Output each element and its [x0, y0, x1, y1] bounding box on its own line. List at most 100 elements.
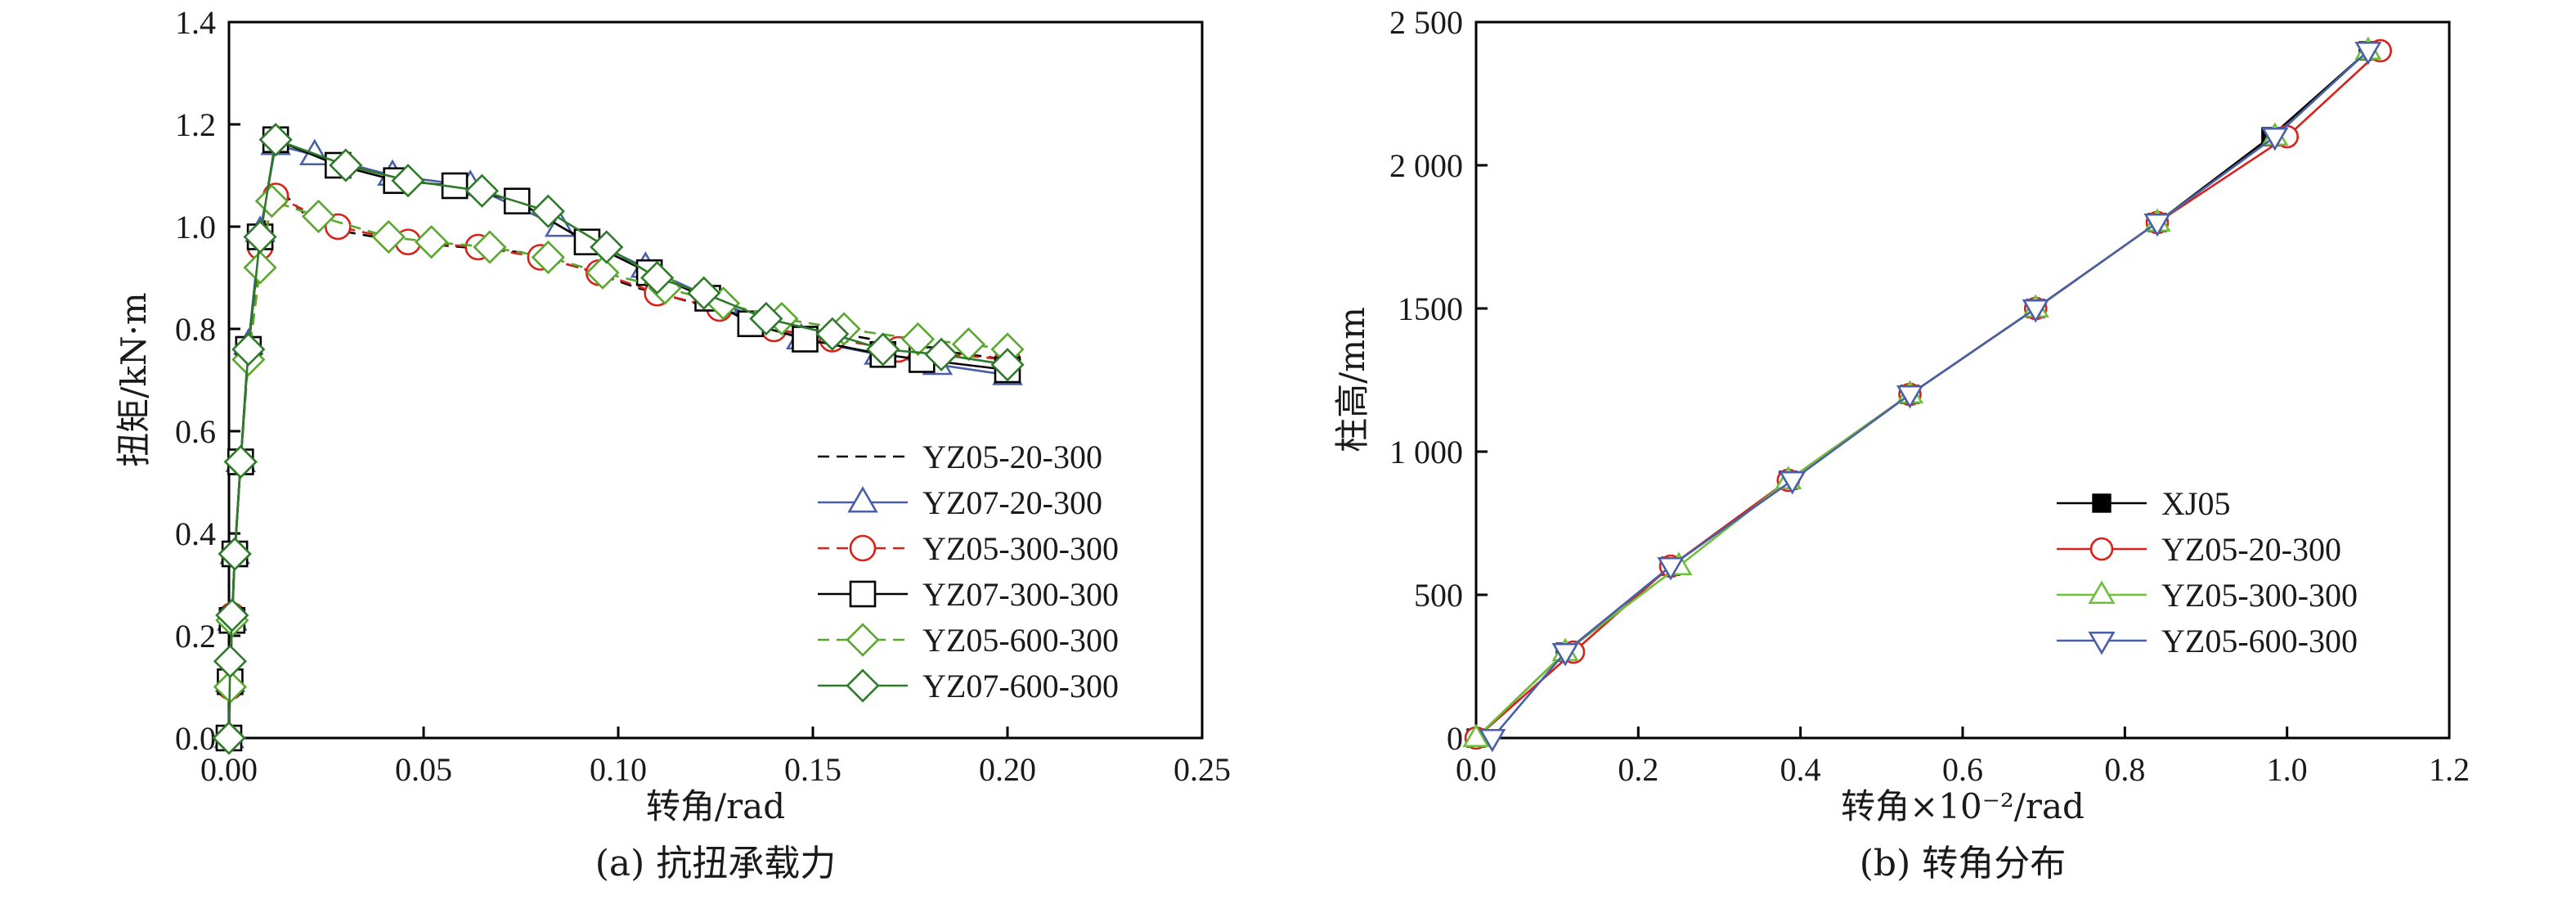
panel-a-data-point: [590, 230, 624, 264]
panel-a-legend-marker: [847, 486, 878, 513]
panel-a-caption: (a) 抗扭承载力: [595, 843, 837, 884]
panel-a-data-point: [301, 199, 336, 234]
panel-b-legend-label: YZ05-600-300: [2161, 623, 2358, 659]
panel-b-x-tick-label: 0.2: [1618, 751, 1658, 788]
panel-b-y-tick-label: 0: [1447, 720, 1463, 757]
panel-a-legend-marker: [849, 580, 877, 608]
panel-a-series-YZ07-600-300: [212, 123, 1025, 755]
panel-a-y-tick-label: 0.2: [175, 618, 216, 655]
panel-a-plot-frame: [227, 20, 1204, 740]
panel-b-y-tick-label: 2 000: [1389, 147, 1463, 184]
panel-b: 0.0 0.2 0.4 0.6 0.8 1.0 1.2 0 500 1 000 1500 2 000 2…: [1332, 4, 2470, 884]
panel-a-legend-marker: [849, 534, 877, 562]
panel-b-data-point: [1479, 728, 1506, 753]
panel-a-data-point: [473, 230, 507, 264]
panel-a-data-point: [640, 260, 675, 295]
panel-a-data-point: [391, 164, 425, 198]
panel-a-legend-marker: [846, 623, 880, 657]
panel-a-data-point: [371, 219, 406, 254]
panel-b-y-tick-label: 1500: [1398, 290, 1463, 327]
panel-a-x-tick-label: 0.00: [200, 751, 258, 788]
panel-b-data-point: [2354, 41, 2382, 65]
panel-a-data-point: [231, 332, 266, 367]
panel-a-y-tick-label: 1.4: [175, 4, 216, 41]
panel-b-data-point: [1551, 642, 1579, 667]
panel-a-data-point: [258, 123, 293, 157]
panel-b-legend-label: YZ05-300-300: [2161, 577, 2358, 614]
panel-a-series-line: [227, 183, 1008, 739]
panel-a-data-point: [990, 348, 1025, 382]
panel-a-y-tick-label: 0.4: [175, 515, 216, 552]
panel-b-x-tick-label: 0.0: [1456, 751, 1497, 788]
panel-a-series-YZ05-20-300: [227, 183, 1008, 739]
panel-a-data-point: [586, 255, 620, 290]
panel-a-legend-entry: YZ05-600-300: [818, 622, 1119, 659]
panel-a-series-YZ05-600-300: [212, 184, 1025, 755]
panel-a-data-point: [531, 194, 565, 228]
panel-b-x-tick-label: 0.6: [1942, 751, 1983, 788]
panel-a-x-tick-label: 0.20: [979, 751, 1036, 788]
panel-b-legend-marker: [2088, 580, 2116, 605]
panel-a-data-point: [243, 250, 277, 285]
panel-b-y-tick-label: 500: [1414, 577, 1463, 614]
panel-b-legend-entry: YZ05-300-300: [2057, 577, 2358, 614]
panel-b-caption: (b) 转角分布: [1860, 843, 2066, 884]
panel-a-data-point: [329, 148, 363, 182]
panel-a-data-point: [866, 332, 900, 367]
panel-b-y-tick-label: 2 500: [1389, 4, 1463, 41]
panel-a-data-point: [815, 317, 850, 351]
panel-a-data-point: [464, 173, 499, 208]
panel-a-data-point: [218, 537, 252, 571]
panel-b-data-point: [1657, 556, 1685, 581]
panel-a-legend-label: YZ05-300-300: [922, 530, 1119, 567]
panel-b-data-point: [2022, 299, 2049, 323]
panel-a-y-axis-label: 扭矩/kN·m: [114, 292, 154, 467]
panel-a-y-tick-label: 0.8: [175, 311, 216, 348]
panel-b-x-tick-label: 0.4: [1780, 751, 1821, 788]
panel-b-data-point: [2143, 213, 2171, 237]
panel-a-axes: 0.00 0.05 0.10 0.15 0.20 0.25 0.0 0.2 0.4 0.6 0.8 1…: [175, 4, 1231, 788]
panel-b-series-YZ05-600-300: [1479, 41, 2382, 753]
panel-a-x-axis-label: 转角/rad: [646, 786, 785, 826]
panel-a-data-point: [687, 276, 721, 310]
panel-b-legend: XJ05 YZ05-20-300 YZ05-300-300 YZ05-600-300: [2057, 485, 2358, 659]
panel-a-series-YZ05-300-300: [215, 182, 1021, 752]
panel-b-legend-label: XJ05: [2161, 485, 2230, 522]
panel-a-data-point: [414, 225, 449, 259]
panel-b-axes: 0.0 0.2 0.4 0.6 0.8 1.0 1.2 0 500 1 000 1500 2 000 2…: [1389, 4, 2470, 788]
panel-b-series: [1462, 36, 2393, 753]
panel-a-y-tick-label: 1.0: [175, 209, 216, 245]
panel-b-x-tick-label: 1.2: [2429, 751, 2470, 788]
panel-b-y-axis-label: 柱高/mm: [1332, 307, 1372, 452]
panel-b-x-axis-label: 转角×10⁻²/rad: [1841, 786, 2085, 826]
panel-a-legend-label: YZ05-20-300: [922, 439, 1102, 475]
panel-a-data-point: [531, 240, 565, 275]
panel-a-legend-label: YZ05-600-300: [922, 622, 1119, 659]
panel-b-x-tick-label: 1.0: [2267, 751, 2308, 788]
panel-a-data-point: [213, 644, 248, 678]
panel-a-y-tick-label: 1.2: [175, 106, 216, 143]
panel-a-data-point: [900, 322, 936, 357]
panel-a-legend-marker: [846, 668, 880, 703]
panel-b-legend-label: YZ05-20-300: [2161, 531, 2341, 568]
panel-a-data-point: [749, 301, 783, 336]
panel-b-legend-entry: XJ05: [2057, 485, 2230, 522]
panel-b-legend-entry: YZ05-600-300: [2057, 623, 2358, 659]
panel-a-series-line: [227, 199, 1008, 739]
panel-b-legend-entry: YZ05-20-300: [2057, 531, 2341, 568]
panel-b-legend-marker: [2089, 537, 2114, 561]
panel-b-legend-marker: [2092, 493, 2112, 513]
panel-b-y-tick-label: 1 000: [1389, 434, 1463, 470]
panel-a-legend-entry: YZ05-20-300: [818, 439, 1102, 475]
panel-a-y-tick-label: 0.6: [175, 413, 216, 450]
panel-b-x-tick-label: 0.8: [2104, 751, 2145, 788]
panel-a-x-tick-label: 0.15: [784, 751, 841, 788]
panel-a-x-tick-label: 0.05: [395, 751, 452, 788]
panel-a-data-point: [243, 219, 277, 254]
panel-a-y-tick-label: 0.0: [175, 720, 216, 757]
panel-a-data-point: [924, 337, 958, 371]
panel-b-data-point: [1779, 470, 1806, 495]
panel-a-data-point: [215, 598, 249, 632]
panel-a-x-tick-label: 0.10: [590, 751, 647, 788]
